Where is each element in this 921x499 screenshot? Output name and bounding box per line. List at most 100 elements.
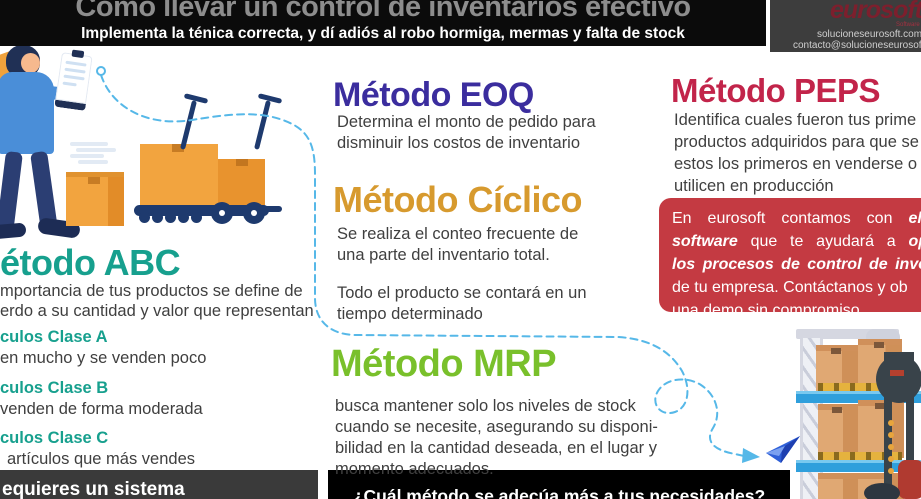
mrp-desc-line: momento adecuados.: [335, 460, 494, 478]
peps-desc-line: productos adquiridos para que se: [674, 133, 919, 151]
promo-line: En eurosoft contamos con el m: [672, 207, 921, 230]
cart-fringe: [139, 212, 150, 223]
abc-class-b-desc: venden de forma moderada: [0, 400, 203, 418]
promo-box: En eurosoft contamos con el m software q…: [659, 198, 921, 319]
rack-box-flap: [831, 348, 841, 354]
abc-desc-line: mportancia de tus productos se define de: [0, 282, 303, 300]
cart-platform: [134, 205, 269, 216]
forklift-dot: [888, 444, 894, 450]
forklift-dot: [888, 420, 894, 426]
peps-desc-line: Identifica cuales fueron tus prime: [674, 111, 917, 129]
rack-pallet: [818, 383, 902, 391]
small-box-icon: [66, 172, 124, 226]
ciclico-desc-line: tiempo determinado: [337, 305, 483, 323]
forklift-wheel: [864, 483, 900, 499]
mrp-desc-line: cuando se necesite, asegurando su dispon…: [335, 418, 658, 436]
brand-website: solucioneseurosoft.com: [817, 29, 921, 40]
line-start-dot: [96, 66, 106, 76]
promo-line: software que te ayudará a optim: [672, 230, 921, 253]
cart-fringe: [165, 212, 176, 223]
forklift-mast: [884, 352, 892, 499]
promo-segment: En eurosoft contamos con: [672, 210, 909, 227]
forklift-light: [890, 370, 904, 376]
rack-box-flap: [832, 407, 842, 413]
page-title: Cómo llevar un control de inventarios ef…: [75, 0, 691, 23]
abc-class-c-label: culos Clase C: [0, 429, 109, 447]
footer-left-text: equieres un sistema: [2, 479, 185, 499]
mrp-desc-line: bilidad en la cantidad deseada, en el lu…: [335, 439, 657, 457]
papers-icon: [78, 160, 108, 164]
footer-center-box: ¿Cuál método se adecúa más a tus necesid…: [328, 470, 790, 499]
promo-segment: los procesos de control de invento: [672, 256, 921, 273]
cart-wheel-icon: [243, 202, 265, 224]
ciclico-desc-line: una parte del inventario total.: [337, 246, 550, 264]
forklift-dot: [888, 432, 894, 438]
abc-class-a-desc: en mucho y se venden poco: [0, 349, 207, 367]
footer-center-text: ¿Cuál método se adecúa más a tus necesid…: [352, 486, 766, 499]
cart-fringe: [152, 212, 163, 223]
abc-class-b-label: culos Clase B: [0, 379, 109, 397]
papers-icon: [70, 142, 108, 146]
cart-fringe: [178, 212, 189, 223]
brand-logo: eurosoft: [830, 0, 921, 24]
abc-class-c-desc: artículos que más vendes: [7, 450, 196, 468]
brand-panel: eurosoft Software De solucioneseurosoft.…: [770, 0, 921, 52]
promo-segment: optim: [908, 233, 921, 250]
header-bar: Cómo llevar un control de inventarios ef…: [0, 0, 766, 46]
box-flap: [88, 177, 100, 184]
eoq-desc-line: Determina el monto de pedido para: [337, 113, 596, 131]
promo-segment: una demo sin compromiso: [672, 302, 860, 319]
abc-class-a-label: culos Clase A: [0, 328, 108, 346]
papers-icon: [76, 148, 116, 152]
worker-illustration: [0, 42, 118, 242]
cart-fringe: [191, 212, 202, 223]
eoq-desc-line: disminuir los costos de inventario: [337, 134, 581, 152]
section-ciclico-title: Método Cíclico: [333, 179, 583, 220]
paper-plane-icon: [766, 436, 800, 463]
abc-desc-line: erdo a su cantidad y valor que represent…: [0, 302, 314, 320]
mrp-desc-line: busca mantener solo los niveles de stock: [335, 397, 636, 415]
promo-segment: que te ayudará a: [737, 233, 909, 250]
promo-segment: software: [672, 233, 738, 250]
papers-icon: [70, 154, 104, 158]
arrowhead-icon: [742, 448, 760, 463]
worker-face: [21, 53, 40, 73]
brand-email: contacto@solucioneseurosoft.com: [793, 40, 921, 51]
rack-pallet: [818, 452, 902, 460]
warehouse-rack-icon: [780, 326, 921, 499]
promo-line: una demo sin compromiso: [672, 299, 921, 322]
cart-box-icon: [140, 144, 218, 211]
forklift-mast: [906, 352, 914, 499]
promo-text: En eurosoft contamos con el m software q…: [672, 207, 921, 322]
peps-desc-line: utilicen en producción: [674, 177, 834, 195]
promo-line: los procesos de control de invento: [672, 253, 921, 276]
forklift-dot: [888, 456, 894, 462]
box-side: [108, 177, 124, 226]
page-subtitle: Implementa la ténica correcta, y dí adió…: [81, 25, 685, 42]
section-peps-title: Método PEPS: [671, 72, 881, 109]
section-mrp-title: Método MRP: [331, 343, 557, 385]
section-abc-title: étodo ABC: [0, 242, 181, 283]
forklift-wheel: [898, 460, 921, 499]
rack-box-flap: [875, 403, 885, 409]
rack-box: [818, 404, 858, 458]
ciclico-desc-line: Se realiza el conteo frecuente de: [337, 225, 579, 243]
forklift-dot: [888, 468, 894, 474]
wheel-hub: [251, 210, 257, 216]
brand-tagline: Software De: [896, 22, 921, 28]
promo-line: de tu empresa. Contáctanos y ob: [672, 276, 921, 299]
forklift-body: [876, 355, 921, 403]
rack-beam: [796, 329, 899, 339]
section-eoq-title: Método EOQ: [333, 76, 534, 114]
peps-desc-line: estos los primeros en venderse o: [674, 155, 918, 173]
wheel-hub: [219, 210, 225, 216]
rack-box: [858, 400, 904, 458]
ciclico-desc-line: Todo el producto se contará en un: [337, 284, 587, 302]
rack-box-flap: [874, 342, 884, 348]
box-flap: [236, 159, 248, 166]
promo-segment: de tu empresa. Contáctanos y ob: [672, 279, 908, 296]
box-flap: [172, 144, 184, 152]
footer-left-box: equieres un sistema: [0, 470, 318, 499]
